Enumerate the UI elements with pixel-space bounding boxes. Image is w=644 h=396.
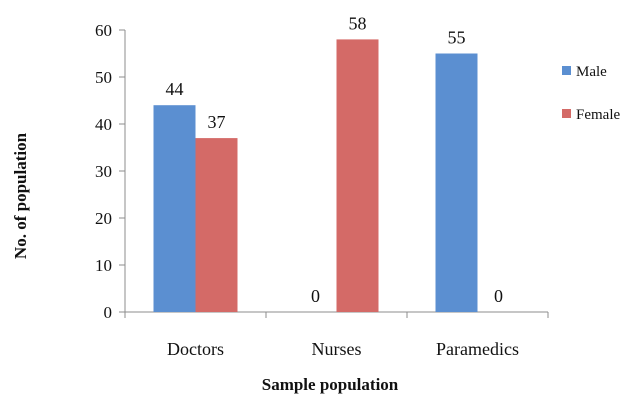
x-axis-title: Sample population bbox=[262, 375, 399, 394]
legend-label-female: Female bbox=[576, 107, 620, 123]
bar-male bbox=[153, 105, 196, 312]
legend-swatch-female bbox=[562, 109, 571, 118]
bar-female bbox=[336, 39, 379, 313]
x-axis: Doctors Nurses Paramedics bbox=[124, 311, 549, 359]
y-tick-label: 10 bbox=[95, 256, 112, 275]
x-category-label: Nurses bbox=[312, 339, 362, 359]
y-tick-label: 60 bbox=[95, 21, 112, 40]
legend-label-male: Male bbox=[576, 64, 607, 80]
x-category-label: Paramedics bbox=[436, 339, 519, 359]
x-category-label: Doctors bbox=[167, 339, 224, 359]
y-tick-label: 30 bbox=[95, 162, 112, 181]
legend-swatch-male bbox=[562, 66, 571, 75]
y-tick-label: 50 bbox=[95, 68, 112, 87]
data-label: 44 bbox=[166, 79, 184, 99]
y-axis: 0 10 20 30 40 50 60 bbox=[95, 21, 126, 322]
data-label: 37 bbox=[208, 112, 226, 132]
data-label: 0 bbox=[494, 286, 503, 306]
data-labels: 44 37 0 58 55 0 bbox=[166, 13, 504, 306]
bars bbox=[153, 39, 478, 313]
bar-male bbox=[435, 53, 478, 312]
y-axis-title: No. of population bbox=[11, 132, 30, 259]
legend: Male Female bbox=[562, 64, 620, 123]
data-label: 58 bbox=[349, 13, 367, 33]
data-label: 0 bbox=[311, 286, 320, 306]
y-tick-label: 0 bbox=[104, 303, 113, 322]
data-label: 55 bbox=[448, 28, 466, 48]
y-tick-label: 20 bbox=[95, 209, 112, 228]
bar-female bbox=[195, 138, 238, 312]
y-tick-label: 40 bbox=[95, 115, 112, 134]
